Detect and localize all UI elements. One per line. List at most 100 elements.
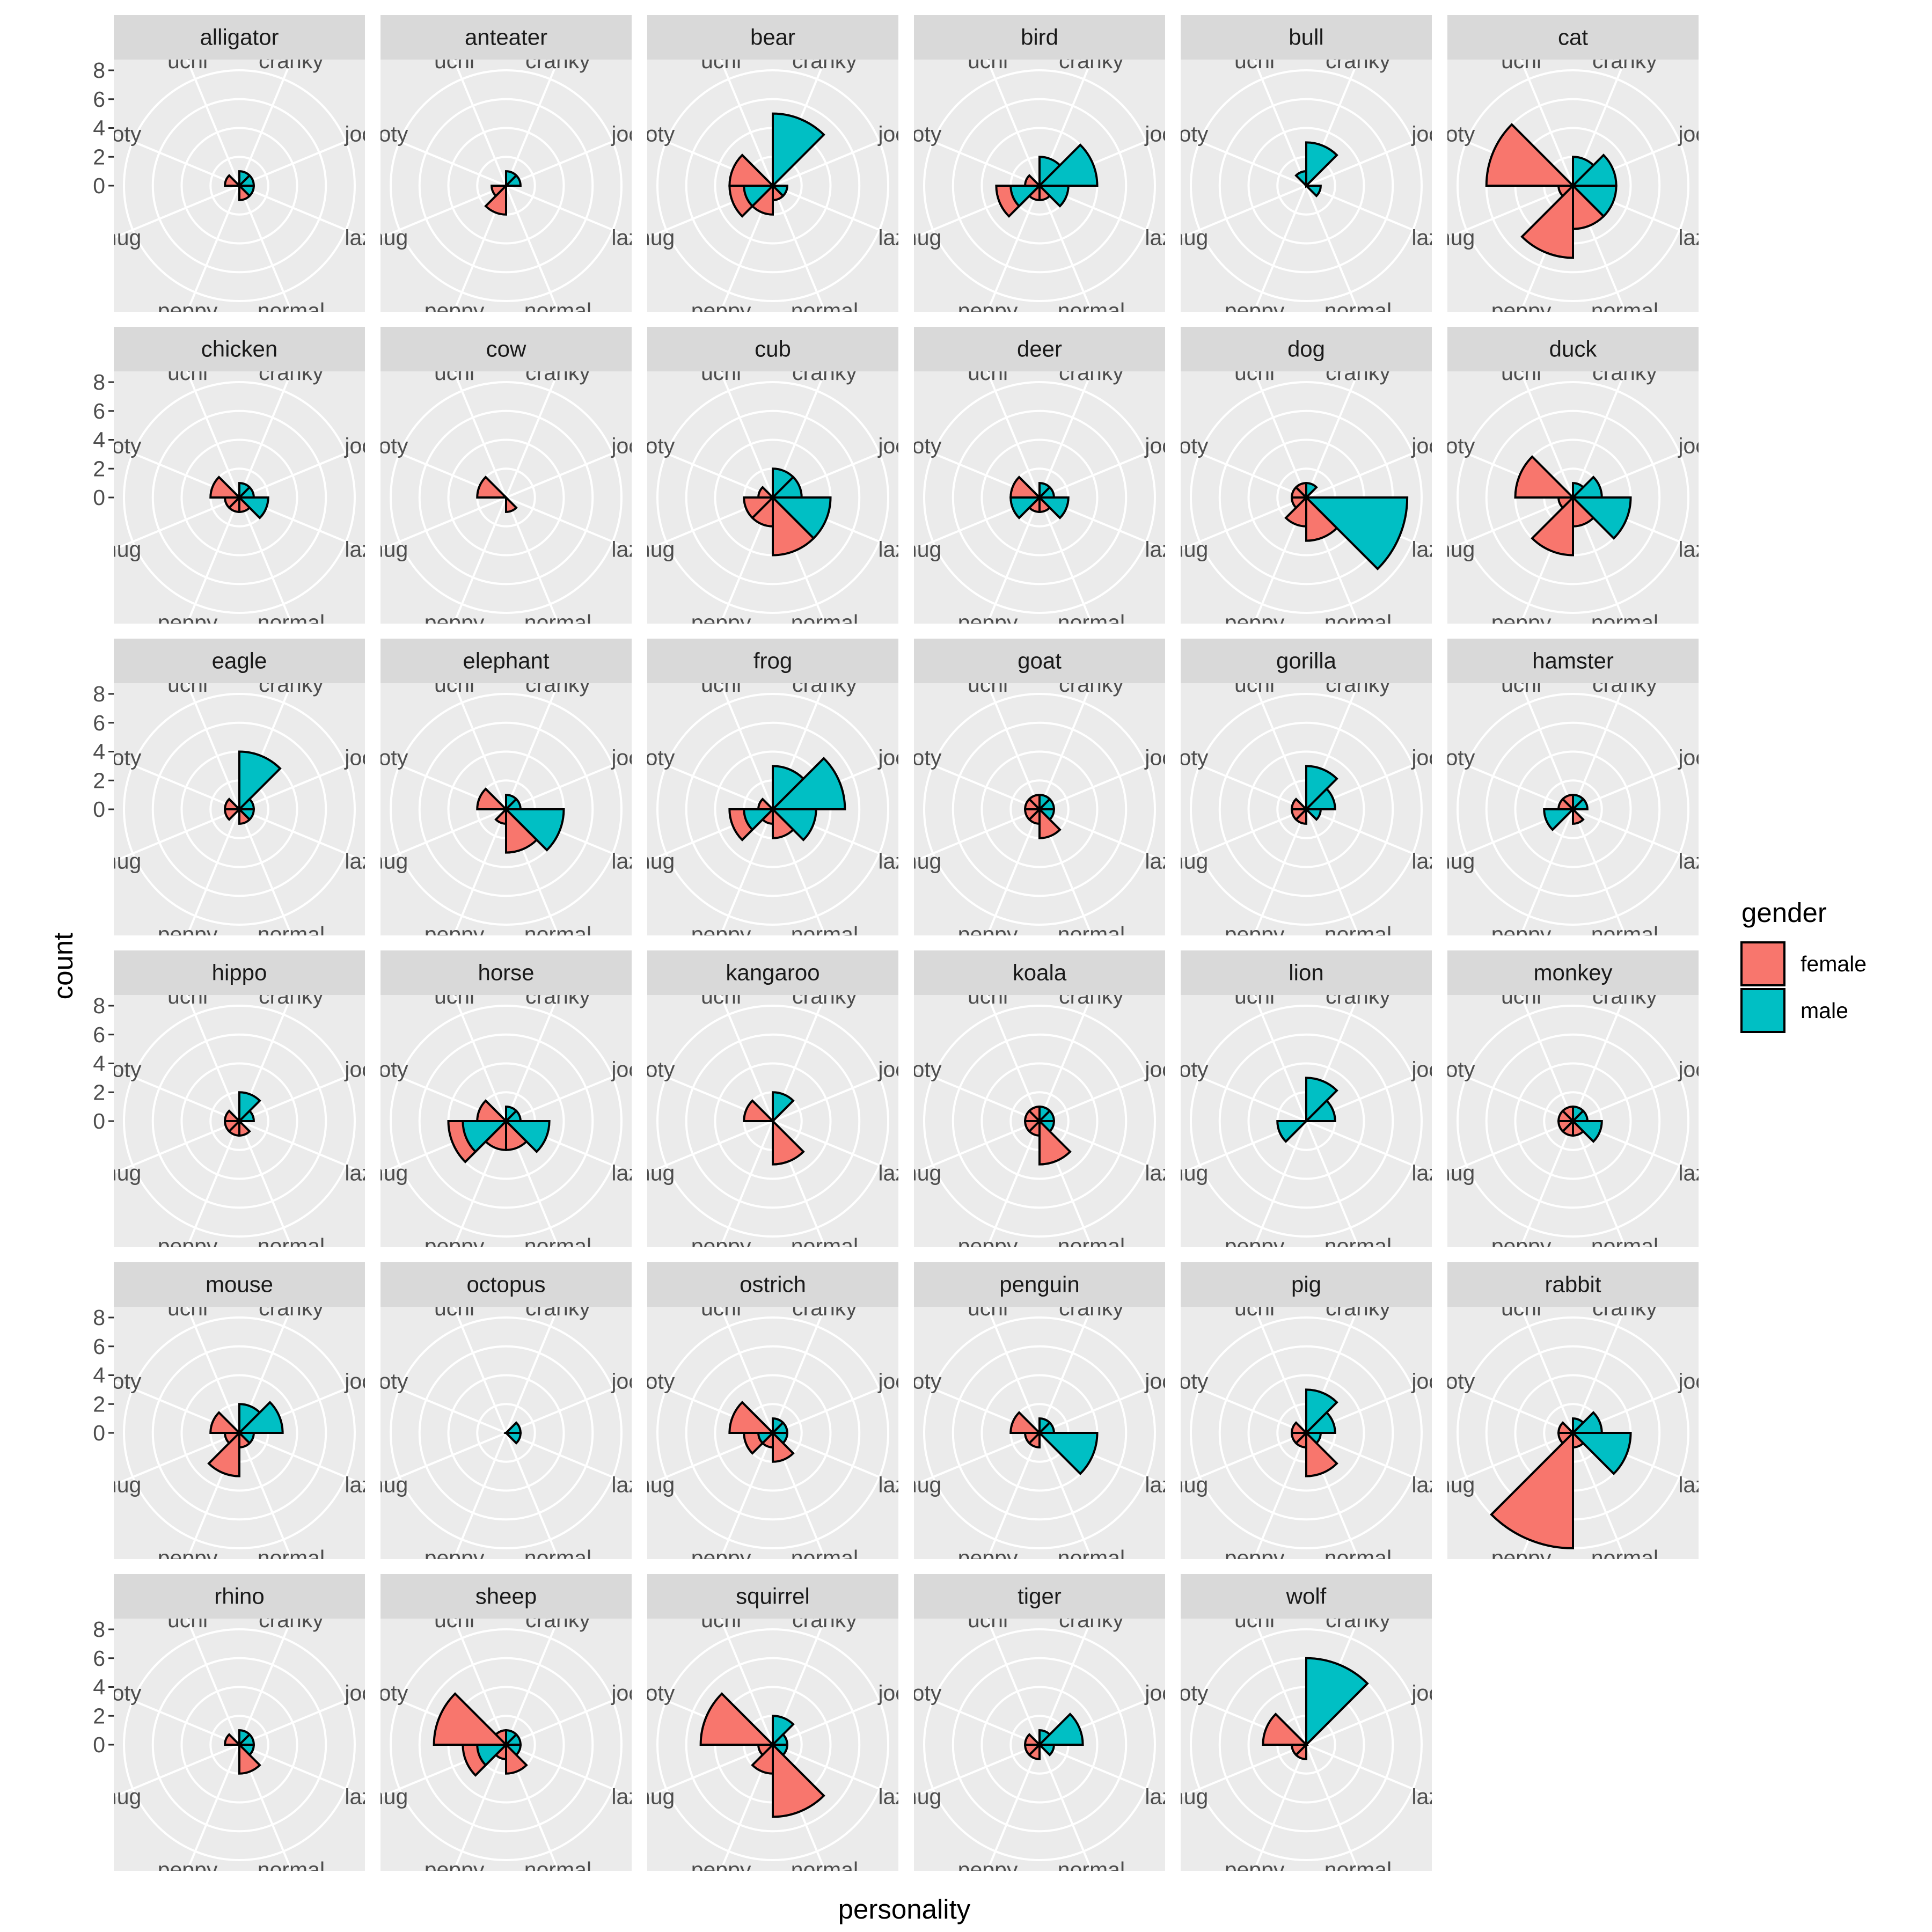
bar-female-uchi: [1561, 1106, 1574, 1124]
category-label: jock: [877, 122, 917, 147]
polar-plot: cranky jock lazy normal peppy smug nooty uchi: [914, 371, 1184, 635]
category-label: peppy: [1225, 298, 1285, 323]
bar-female-normal: [772, 1430, 795, 1463]
grid-spoke: [772, 132, 898, 187]
grid-circle: [656, 381, 889, 614]
category-label: peppy: [958, 1234, 1018, 1258]
x-axis-title: personality: [838, 1894, 971, 1924]
grid-spoke: [1305, 1121, 1360, 1247]
y-tick-label: 0: [93, 1421, 105, 1445]
grid-circle: [1190, 69, 1423, 302]
category-label: jock: [1678, 745, 1717, 770]
grid-spoke: [1572, 1067, 1699, 1122]
grid-spoke: [1572, 1121, 1627, 1247]
grid-circle: [923, 69, 1156, 302]
grid-spoke: [986, 1619, 1041, 1745]
polar-plot: cranky jock lazy normal peppy smug nooty uchi: [647, 683, 917, 935]
y-tick-label: 0: [93, 1732, 105, 1757]
category-label: lazy: [1678, 1160, 1717, 1185]
polar-plot: cranky jock lazy normal peppy smug nooty uchi: [1421, 683, 1717, 935]
polar-plot: cranky jock lazy normal peppy smug nooty uchi: [1154, 371, 1432, 624]
category-label: nooty: [1421, 1369, 1475, 1394]
bar-female-peppy: [751, 1742, 774, 1775]
grid-circle: [1457, 693, 1689, 926]
category-label: uchi: [1234, 48, 1275, 73]
facet-label: deer: [1017, 336, 1062, 362]
facet-strip: [380, 15, 632, 60]
grid-spoke: [506, 1067, 632, 1122]
polar-plot: cranky jock lazy normal peppy smug nooty uchi: [647, 1619, 898, 1871]
polar-plot: cranky jock lazy normal peppy smug nooty uchi: [114, 683, 365, 935]
category-label: lazy: [878, 848, 917, 873]
category-label: smug: [621, 1472, 675, 1497]
category-label: normal: [1058, 610, 1125, 635]
category-label: nooty: [354, 434, 408, 458]
category-label: jock: [1144, 434, 1184, 458]
grid-spoke: [1181, 756, 1307, 810]
category-label: cranky: [1592, 360, 1657, 385]
y-tick-label: 4: [93, 1675, 105, 1700]
grid-spoke: [1181, 496, 1307, 551]
y-axis-title: count: [48, 933, 78, 1000]
facet-strip: [114, 1262, 365, 1307]
grid-spoke: [114, 1067, 240, 1122]
grid-spoke: [914, 1432, 1040, 1487]
category-label: jock: [1411, 1681, 1451, 1706]
polar-plot: cranky jock lazy normal peppy smug nooty uchi: [380, 683, 632, 947]
category-label: normal: [1324, 298, 1392, 323]
category-label: nooty: [354, 1681, 408, 1706]
y-tick-label: 8: [93, 1617, 105, 1642]
facet-label: lion: [1289, 960, 1323, 985]
grid-spoke: [1039, 1067, 1165, 1122]
category-label: jock: [1411, 1057, 1451, 1082]
grid-spoke: [505, 995, 560, 1122]
category-label: uchi: [167, 360, 208, 385]
facet-label: monkey: [1533, 960, 1612, 985]
category-label: cranky: [259, 984, 324, 1008]
grid-spoke: [506, 1744, 632, 1798]
bar-female-snooty: [1024, 174, 1042, 187]
category-label: uchi: [1234, 1296, 1275, 1320]
grid-spoke: [505, 497, 560, 624]
category-label: lazy: [1678, 848, 1717, 873]
category-label: normal: [791, 1546, 858, 1570]
category-label: uchi: [968, 1607, 1008, 1632]
facet-strip: [914, 1574, 1165, 1619]
category-label: lazy: [1411, 1784, 1451, 1809]
category-label: uchi: [701, 48, 741, 73]
category-label: normal: [258, 1857, 325, 1882]
bar-female-peppy: [1490, 1430, 1574, 1550]
bar-male-cranky: [238, 1091, 261, 1124]
legend-title: gender: [1741, 897, 1827, 928]
grid-circle: [952, 1033, 1128, 1209]
bar-female-uchi: [1028, 794, 1041, 812]
bar-female-normal: [1305, 1430, 1338, 1477]
category-label: cranky: [525, 984, 590, 1008]
bar-female-uchi: [1561, 794, 1574, 812]
grid-circle: [1190, 1005, 1423, 1238]
grid-spoke: [452, 371, 507, 498]
bar-female-normal: [505, 1742, 528, 1775]
facet-strip: [914, 15, 1165, 60]
category-label: nooty: [1154, 434, 1209, 458]
category-label: normal: [791, 298, 858, 323]
grid-spoke: [239, 1432, 365, 1487]
grid-spoke: [186, 683, 240, 810]
category-label: jock: [611, 1369, 650, 1394]
grid-circle: [418, 1033, 594, 1209]
category-label: peppy: [1225, 1546, 1285, 1570]
category-label: smug: [1421, 848, 1475, 873]
category-label: normal: [1591, 1546, 1658, 1570]
category-label: normal: [1058, 298, 1125, 323]
category-label: peppy: [691, 298, 751, 323]
facet-label: rabbit: [1545, 1272, 1601, 1297]
bar-female-snooty: [1009, 475, 1042, 499]
grid-spoke: [1038, 497, 1093, 624]
category-label: normal: [524, 922, 591, 947]
